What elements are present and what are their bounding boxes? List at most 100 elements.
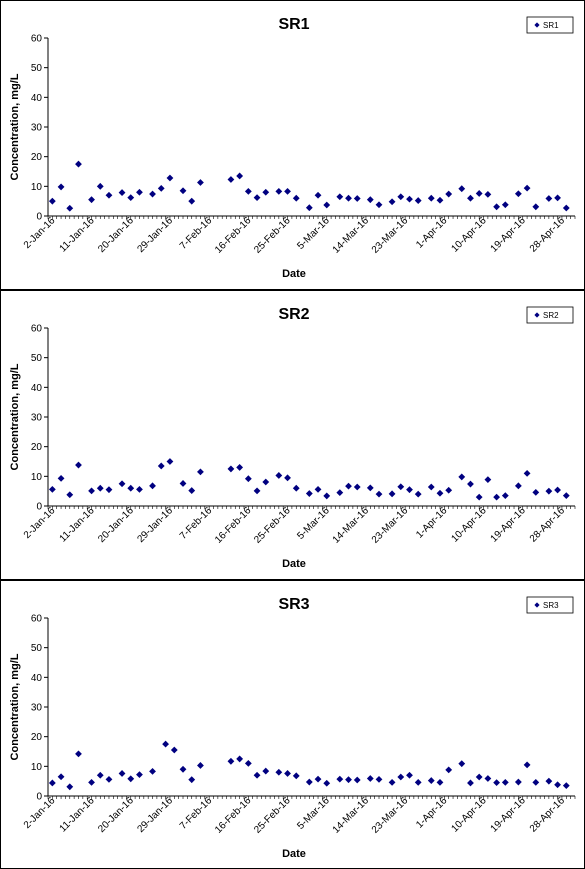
data-point-sr1-1	[57, 183, 65, 191]
data-point-sr2-6	[105, 486, 113, 494]
data-point-sr2-14	[188, 487, 196, 494]
data-point-sr3-50	[562, 782, 570, 790]
chart-panel-sr1: SR1 0 10 20 30 40 50 60 2-Jan-16 11-Jan-16 20-Jan-…	[0, 0, 585, 290]
data-point-sr3-13	[179, 765, 187, 773]
data-point-sr1-12	[166, 174, 174, 182]
data-point-sr3-37	[436, 778, 444, 786]
data-point-sr3-6	[105, 775, 113, 783]
chart-panel-sr3: SR3 0 10 20 30 40 50 60 2-Jan-16 11-Jan-16 20-Jan-…	[0, 580, 585, 869]
data-point-sr2-21	[275, 472, 283, 479]
chart-title: SR1	[278, 16, 309, 33]
data-point-sr1-29	[353, 195, 361, 202]
data-point-sr1-17	[236, 172, 244, 180]
data-point-sr2-48	[545, 487, 553, 495]
x-tick-label-14-mar-16: 14-Mar-16	[331, 795, 372, 836]
data-point-sr1-48	[545, 195, 553, 202]
data-point-sr1-37	[436, 196, 444, 204]
data-point-sr1-7	[118, 189, 126, 196]
legend: SR2	[526, 306, 574, 324]
data-point-sr2-15	[197, 468, 204, 476]
legend-label: SR1	[543, 21, 559, 30]
data-point-sr3-38	[445, 766, 453, 774]
legend-box	[526, 16, 574, 34]
y-tick-label-50: 50	[31, 63, 43, 74]
data-point-sr3-7	[118, 770, 126, 777]
data-point-sr2-26	[323, 492, 331, 500]
y-axis-title: Concentration, mg/L	[9, 363, 21, 470]
data-point-sr3-17	[236, 755, 244, 763]
data-point-sr2-5	[96, 484, 104, 492]
data-point-sr2-35	[414, 490, 422, 498]
data-point-sr2-32	[388, 490, 396, 498]
legend-label: SR3	[543, 601, 559, 610]
data-point-sr3-0	[48, 779, 56, 787]
legend-box	[526, 596, 574, 614]
data-point-sr3-35	[414, 778, 422, 786]
data-point-sr3-30	[366, 775, 374, 782]
y-tick-label-10: 10	[31, 182, 43, 193]
y-tick-label-20: 20	[31, 442, 43, 453]
data-point-sr2-20	[262, 478, 270, 486]
data-point-sr3-29	[353, 776, 361, 784]
data-point-sr3-46	[523, 761, 531, 769]
data-point-sr3-34	[406, 771, 413, 779]
data-point-sr1-2	[66, 204, 74, 212]
x-axis-title: Date	[282, 848, 306, 860]
x-tick-label-25-feb-16: 25-Feb-16	[252, 505, 293, 546]
data-point-sr2-4	[88, 487, 95, 495]
data-point-sr1-23	[292, 194, 300, 202]
data-point-sr2-2	[66, 491, 74, 499]
data-point-sr1-20	[262, 188, 270, 196]
y-tick-label-30: 30	[31, 123, 43, 134]
data-point-sr3-39	[458, 760, 466, 768]
x-tick-label-29-jan-16: 29-Jan-16	[135, 505, 175, 545]
x-tick-label-5-mar-16: 5-Mar-16	[295, 795, 332, 832]
y-tick-label-10: 10	[31, 472, 43, 483]
data-point-sr1-6	[105, 191, 113, 199]
x-tick-label-10-apr-16: 10-Apr-16	[449, 505, 489, 545]
x-tick-label-7-feb-16: 7-Feb-16	[178, 505, 215, 542]
data-point-sr2-24	[305, 490, 313, 497]
data-point-sr3-18	[244, 759, 252, 767]
data-point-sr3-43	[493, 779, 501, 787]
data-point-sr1-24	[305, 204, 313, 212]
data-point-sr2-39	[458, 473, 466, 481]
x-tick-label-14-mar-16: 14-Mar-16	[331, 505, 372, 546]
x-axis-title: Date	[282, 558, 306, 570]
data-point-sr1-27	[336, 193, 344, 201]
data-point-sr1-44	[501, 201, 509, 209]
data-point-sr2-33	[397, 483, 405, 491]
data-point-sr2-3	[75, 461, 82, 469]
data-point-sr2-46	[523, 469, 531, 477]
legend-label: SR2	[543, 311, 559, 320]
x-tick-label-28-apr-16: 28-Apr-16	[528, 215, 568, 255]
data-point-sr3-33	[397, 773, 405, 781]
y-tick-label-30: 30	[31, 703, 43, 714]
x-tick-label-19-apr-16: 19-Apr-16	[489, 505, 529, 545]
data-point-sr2-19	[253, 487, 261, 495]
x-tick-label-1-apr-16: 1-Apr-16	[414, 215, 450, 251]
data-point-sr2-22	[284, 474, 291, 482]
x-tick-label-5-mar-16: 5-Mar-16	[295, 215, 332, 252]
x-tick-label-10-apr-16: 10-Apr-16	[449, 215, 489, 255]
x-tick-label-28-apr-16: 28-Apr-16	[528, 795, 568, 835]
data-point-sr1-35	[414, 197, 422, 204]
x-tick-label-29-jan-16: 29-Jan-16	[135, 215, 175, 255]
data-point-sr2-30	[366, 484, 374, 492]
data-point-sr1-46	[523, 184, 531, 192]
y-tick-label-50: 50	[31, 643, 43, 654]
data-point-sr3-44	[501, 778, 509, 786]
data-point-sr2-50	[562, 492, 570, 500]
data-point-sr1-34	[406, 195, 413, 203]
data-point-sr1-8	[127, 194, 135, 202]
data-point-sr1-4	[88, 196, 95, 204]
data-point-sr2-23	[292, 484, 300, 492]
legend-marker	[534, 312, 540, 318]
x-tick-label-23-mar-16: 23-Mar-16	[370, 215, 411, 256]
data-point-sr3-20	[262, 767, 270, 775]
data-point-sr1-25	[314, 191, 322, 199]
y-tick-label-50: 50	[31, 353, 43, 364]
data-point-sr3-47	[532, 778, 540, 786]
